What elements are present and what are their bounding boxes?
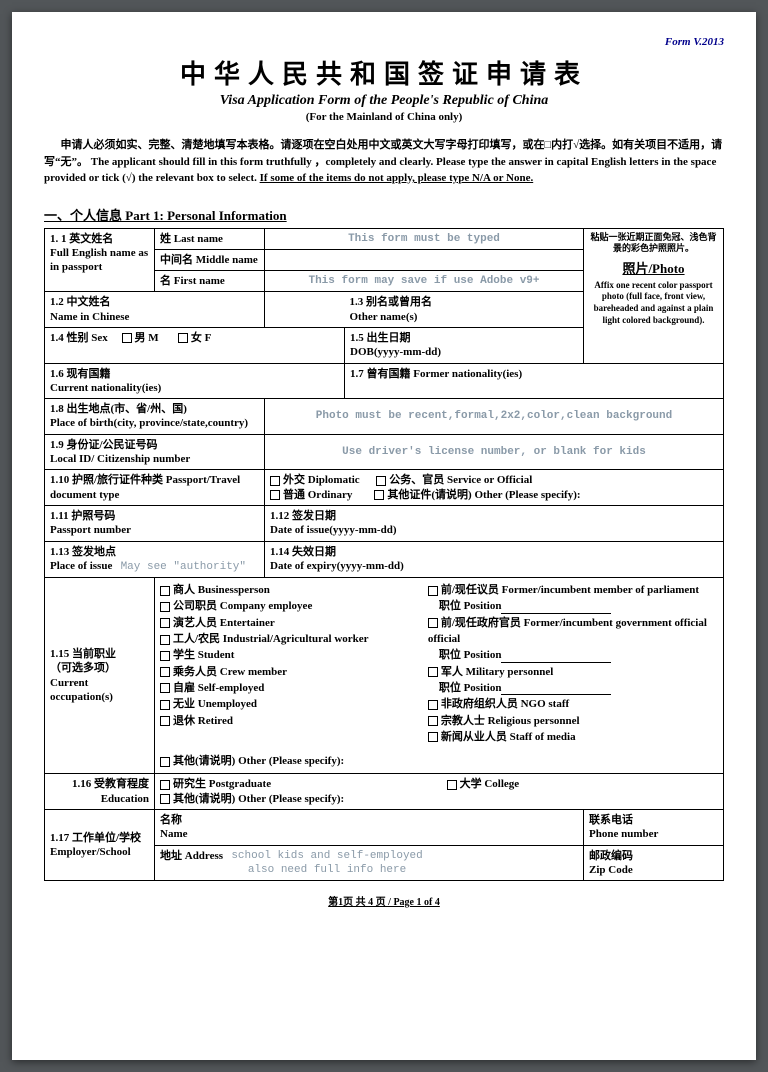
checkbox-parliament[interactable] <box>428 586 438 596</box>
checkbox-occ-3[interactable] <box>160 635 170 645</box>
row-1-13: 1.13 签发地点 Place of issue May see "author… <box>45 541 265 578</box>
page-footer: 第1页 共 4 页 / Page 1 of 4 <box>44 893 724 908</box>
checkbox-occ-5[interactable] <box>160 667 170 677</box>
checkbox-occ-1[interactable] <box>160 602 170 612</box>
label-1-1: 1. 1 英文姓名 Full English name as in passpo… <box>45 228 155 292</box>
checkbox-ordinary[interactable] <box>270 490 280 500</box>
label-female: 女 F <box>191 332 211 344</box>
label-1-13: 1.13 签发地点 Place of issue <box>50 546 116 572</box>
label-1-5: 1.5 出生日期 DOB(yyyy-mm-dd) <box>345 327 584 363</box>
label-1-17-zip: 邮政编码 Zip Code <box>584 845 724 881</box>
label-1-10: 1.10 护照/旅行证件种类 Passport/Travel document … <box>45 470 265 506</box>
checkbox-diplomatic[interactable] <box>270 476 280 486</box>
form-id: Form V.2013 <box>44 36 724 48</box>
field-position-2[interactable] <box>501 653 611 663</box>
helper-firstname[interactable]: This form may save if use Adobe v9+ <box>265 271 584 292</box>
checkbox-female[interactable] <box>178 333 188 343</box>
checkbox-occ-other[interactable] <box>160 757 170 767</box>
title-en: Visa Application Form of the People's Re… <box>44 93 724 109</box>
label-1-17: 1.17 工作单位/学校 Employer/School <box>45 810 155 881</box>
row-1-15-opts: 商人 Businessperson公司职员 Company employee演艺… <box>155 578 724 774</box>
occ-right-col: 前/现任议员 Former/incumbent member of parlia… <box>428 581 718 746</box>
label-1-9: 1.9 身份证/公民证号码 Local ID/ Citizenship numb… <box>45 434 265 470</box>
checkbox-ngo[interactable] <box>428 700 438 710</box>
label-1-17-name: 名称 Name <box>155 810 584 846</box>
photo-label: 照片/Photo <box>589 261 718 278</box>
title-sub: (For the Mainland of China only) <box>44 111 724 123</box>
label-firstname: 名 First name <box>155 271 265 292</box>
section-1-title: 一、个人信息 Part 1: Personal Information <box>44 205 724 224</box>
label-1-11: 1.11 护照号码 Passport number <box>45 505 265 541</box>
field-position-1[interactable] <box>501 604 611 614</box>
checkbox-postgrad[interactable] <box>160 780 170 790</box>
helper-1-17-addr[interactable]: school kids and self-employed also need … <box>231 849 422 878</box>
title-cn: 中华人民共和国签证申请表 <box>44 54 724 91</box>
photo-box[interactable]: 粘贴一张近期正面免冠、浅色背景的彩色护照照片。 照片/Photo Affix o… <box>584 228 724 363</box>
checkbox-college[interactable] <box>447 780 457 790</box>
label-lastname: 姓 Last name <box>155 228 265 249</box>
checkbox-edu-other[interactable] <box>160 794 170 804</box>
checkbox-male[interactable] <box>122 333 132 343</box>
form-page: Form V.2013 中华人民共和国签证申请表 Visa Applicatio… <box>12 12 756 1060</box>
photo-cn: 粘贴一张近期正面免冠、浅色背景的彩色护照照片。 <box>589 232 718 255</box>
label-1-4: 1.4 性别 Sex <box>50 332 108 344</box>
label-1-2: 1.2 中文姓名 Name in Chinese <box>45 292 265 328</box>
row-1-17-addr: 地址 Address school kids and self-employed… <box>155 845 584 881</box>
label-1-15: 1.15 当前职业 （可选多项） Current occupation(s) <box>45 578 155 774</box>
label-middlename: 中间名 Middle name <box>155 249 265 270</box>
checkbox-occ-6[interactable] <box>160 683 170 693</box>
helper-lastname[interactable]: This form must be typed <box>265 228 584 249</box>
field-position-3[interactable] <box>501 685 611 695</box>
label-1-3: 1.3 别名或曾用名 Other name(s) <box>345 292 584 328</box>
field-middlename[interactable] <box>265 249 584 270</box>
checkbox-media[interactable] <box>428 732 438 742</box>
checkbox-gov[interactable] <box>428 618 438 628</box>
form-table: 1. 1 英文姓名 Full English name as in passpo… <box>44 228 724 882</box>
row-1-10-opts: 外交 Diplomatic 公务、官员 Service or Official … <box>265 470 724 506</box>
checkbox-other-doc[interactable] <box>374 490 384 500</box>
helper-1-8[interactable]: Photo must be recent,formal,2x2,color,cl… <box>265 399 724 435</box>
checkbox-military[interactable] <box>428 667 438 677</box>
checkbox-occ-8[interactable] <box>160 716 170 726</box>
label-1-17-addr: 地址 Address <box>160 850 223 862</box>
label-1-12: 1.12 签发日期 Date of issue(yyyy-mm-dd) <box>265 505 724 541</box>
label-1-14: 1.14 失效日期 Date of expiry(yyyy-mm-dd) <box>265 541 724 578</box>
checkbox-occ-7[interactable] <box>160 700 170 710</box>
photo-en: Affix one recent color passport photo (f… <box>589 280 718 327</box>
checkbox-occ-0[interactable] <box>160 586 170 596</box>
instructions-en2: If some of the items do not apply, pleas… <box>260 172 534 184</box>
field-1-2[interactable] <box>265 292 345 328</box>
label-1-16: 1.16 受教育程度 Education <box>45 774 155 810</box>
label-1-17-phone: 联系电话 Phone number <box>584 810 724 846</box>
row-1-16-opts: 研究生 Postgraduate 大学 College 其他(请说明) Othe… <box>155 774 724 810</box>
checkbox-religious[interactable] <box>428 716 438 726</box>
checkbox-occ-2[interactable] <box>160 618 170 628</box>
checkbox-occ-4[interactable] <box>160 651 170 661</box>
instructions: 申请人必须如实、完整、清楚地填写本表格。请逐项在空白处用中文或英文大写字母打印填… <box>44 137 724 187</box>
row-1-4: 1.4 性别 Sex 男 M 女 F <box>45 327 345 363</box>
label-1-8: 1.8 出生地点(市、省/州、国) Place of birth(city, p… <box>45 399 265 435</box>
checkbox-service[interactable] <box>376 476 386 486</box>
occ-left-col: 商人 Businessperson公司职员 Company employee演艺… <box>160 581 428 746</box>
helper-1-13: May see "authority" <box>121 561 246 573</box>
helper-1-9[interactable]: Use driver's license number, or blank fo… <box>265 434 724 470</box>
label-1-7: 1.7 曾有国籍 Former nationality(ies) <box>345 363 724 399</box>
label-1-6: 1.6 现有国籍 Current nationality(ies) <box>45 363 345 399</box>
label-male: 男 M <box>135 332 159 344</box>
